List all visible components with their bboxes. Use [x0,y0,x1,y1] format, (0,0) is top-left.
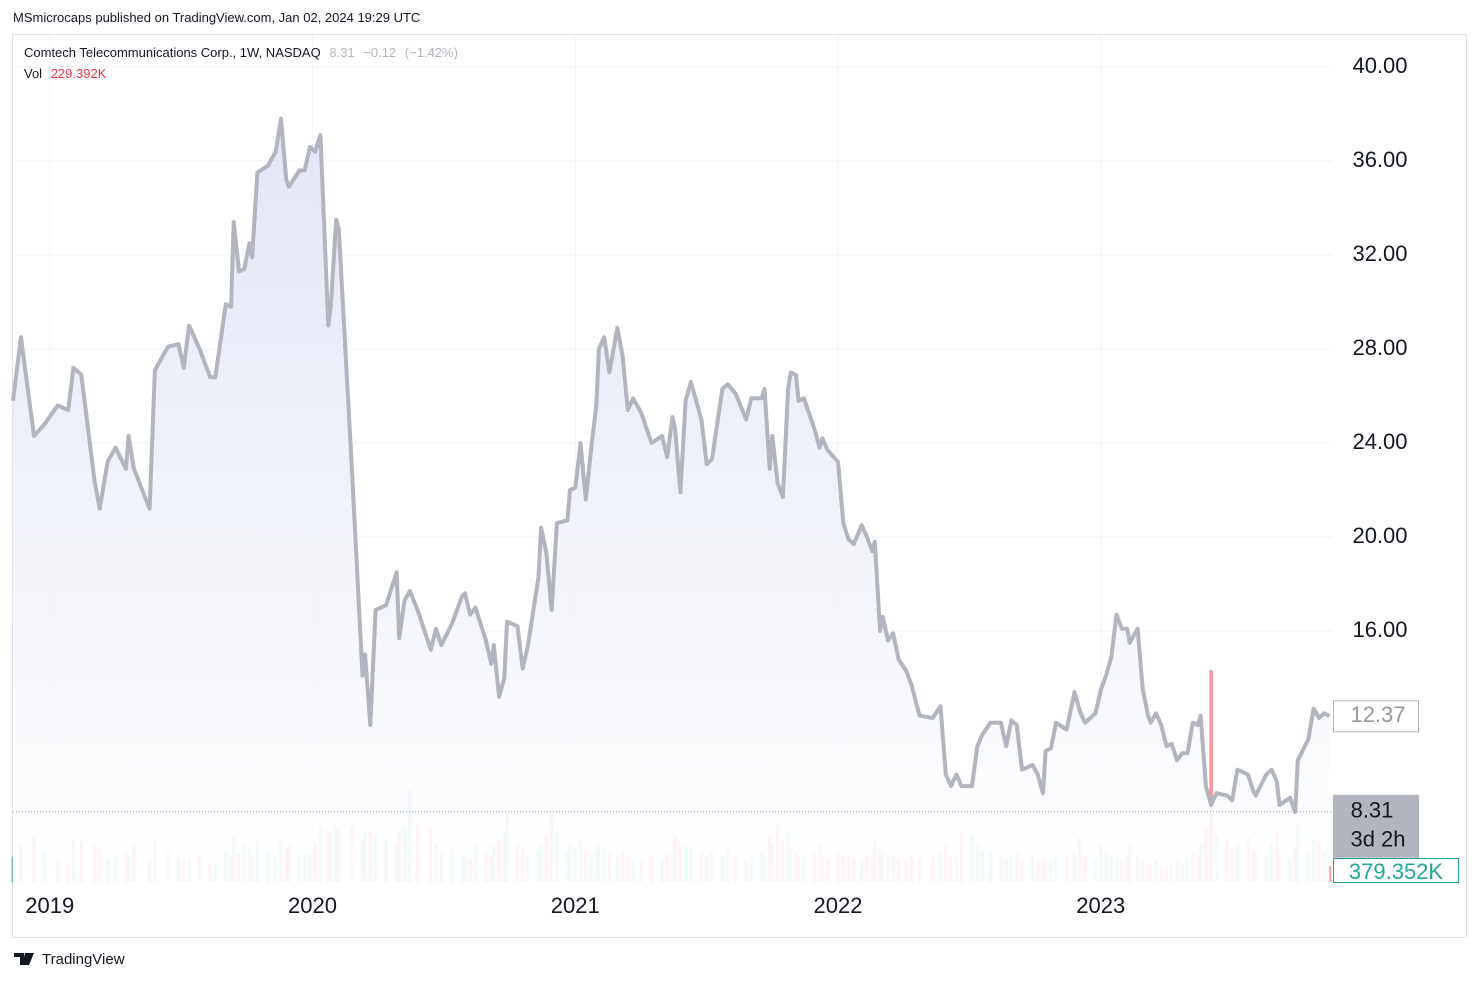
x-tick-label: 2022 [814,893,863,918]
y-tick-label: 20.00 [1352,523,1407,548]
price-area [13,118,1330,882]
last-price-label: 12.37 [1350,702,1405,727]
last-price-box [1333,700,1419,733]
x-tick-label: 2019 [25,893,74,918]
footer-logo: TradingView [14,951,125,968]
close-price-label: 8.31 [1351,798,1394,823]
countdown-label: 3d 2h [1350,827,1405,852]
legend-close: 8.31 [329,45,355,60]
close-price-box [1333,794,1419,858]
y-tick-label: 24.00 [1352,429,1407,454]
y-tick-label: 28.00 [1352,335,1407,360]
chart-frame [12,34,1467,938]
y-tick-label: 32.00 [1352,241,1407,266]
y-tick-label: 16.00 [1352,617,1407,642]
x-tick-label: 2021 [551,893,600,918]
legend-change: −0.12 [363,45,397,60]
symbol-title: Comtech Telecommunications Corp., 1W, NA… [24,45,321,60]
publisher-line: MSmicrocaps published on TradingView.com… [13,10,421,25]
x-tick-label: 2023 [1076,893,1125,918]
legend-change-pct: (−1.42%) [404,45,458,60]
volume-legend-value: 229.392K [50,66,107,81]
y-tick-label: 40.00 [1352,53,1407,78]
legend-row: Comtech Telecommunications Corp., 1W, NA… [24,45,463,60]
y-tick-label: 36.00 [1352,147,1407,172]
last-volume-box [1333,858,1459,883]
volume-bar [1209,670,1213,882]
volume-legend: Vol 229.392K [24,66,111,81]
x-tick-label: 2020 [288,893,337,918]
price-line [11,116,1331,814]
last-volume-label: 379.352K [1349,859,1444,884]
footer-brand: TradingView [42,951,125,968]
volume-legend-label: Vol [24,66,43,81]
